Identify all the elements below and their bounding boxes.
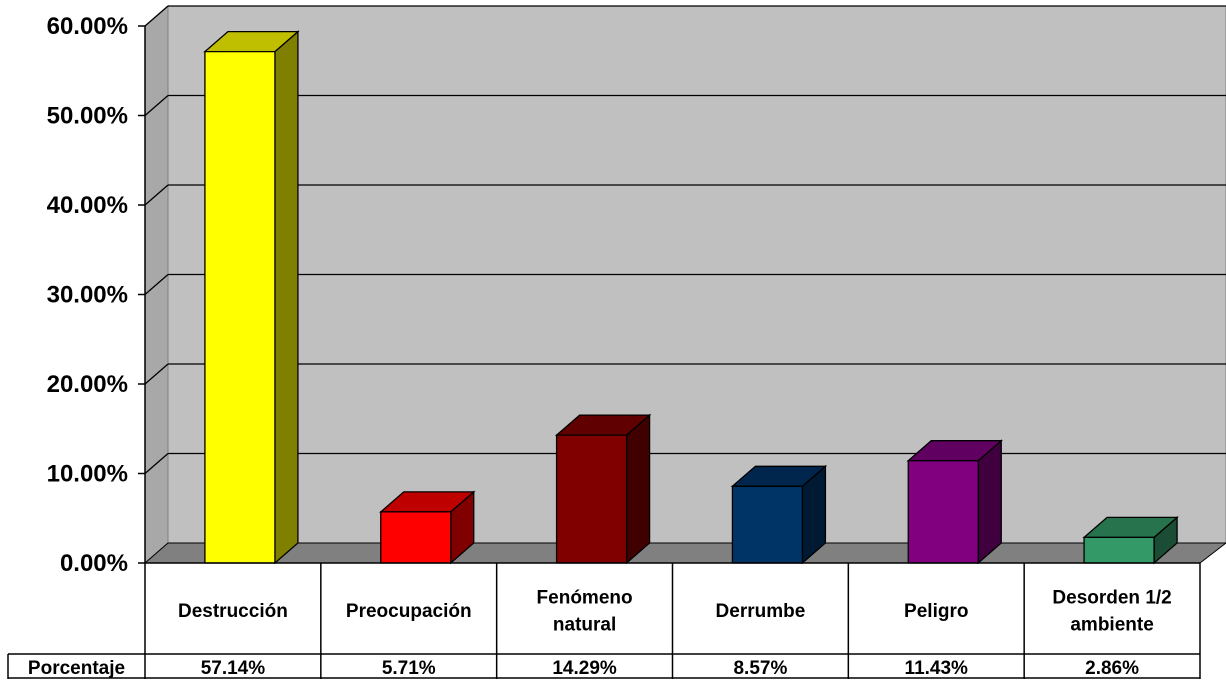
- bar: [554, 413, 652, 565]
- gridline-side: [144, 5, 169, 27]
- table-value: 2.86%: [1085, 658, 1139, 679]
- bar: [906, 439, 1003, 565]
- bar-side-face: [977, 439, 1002, 565]
- bar-front-face: [204, 50, 276, 564]
- table-series-label: Porcentaje: [28, 658, 125, 679]
- gridline-side: [144, 95, 169, 116]
- bar-front-face: [907, 460, 979, 564]
- category-label: Desorden 1/2 ambiente: [1052, 588, 1171, 636]
- bar-front-face: [555, 434, 628, 564]
- category-label: Preocupación: [346, 601, 472, 622]
- bar-side-face: [625, 413, 651, 565]
- table-value: 11.43%: [905, 658, 968, 679]
- y-tick-label: 20.00%: [47, 371, 128, 398]
- bar: [379, 490, 476, 565]
- bar-front-face: [731, 485, 804, 564]
- floor: [143, 542, 1226, 564]
- table-value: 14.29%: [552, 658, 617, 679]
- category-label: Peligro: [904, 601, 968, 622]
- bar-front-face: [1083, 536, 1155, 564]
- y-tick-label: 50.00%: [47, 103, 128, 130]
- table-value: 5.71%: [382, 658, 436, 679]
- gridline-side: [144, 363, 169, 385]
- y-tick-label: 10.00%: [47, 461, 128, 488]
- gridline-side: [144, 453, 169, 474]
- category-label: Derrumbe: [716, 601, 806, 622]
- bar-front-face: [380, 511, 452, 564]
- bar-side-face: [274, 30, 299, 565]
- gridline-side: [144, 184, 169, 206]
- y-tick-label: 40.00%: [47, 192, 128, 219]
- y-tick-label: 0.00%: [60, 550, 128, 577]
- gridline-side: [144, 274, 169, 295]
- table-value: 57.14%: [201, 658, 266, 679]
- y-tick-label: 30.00%: [47, 282, 128, 309]
- category-label: Destrucción: [178, 601, 288, 622]
- y-tick-label: 60.00%: [47, 13, 128, 40]
- bar: [203, 30, 300, 565]
- table-value: 8.57%: [733, 658, 787, 679]
- category-label: Fenómeno natural: [537, 588, 633, 636]
- bar: [730, 464, 828, 565]
